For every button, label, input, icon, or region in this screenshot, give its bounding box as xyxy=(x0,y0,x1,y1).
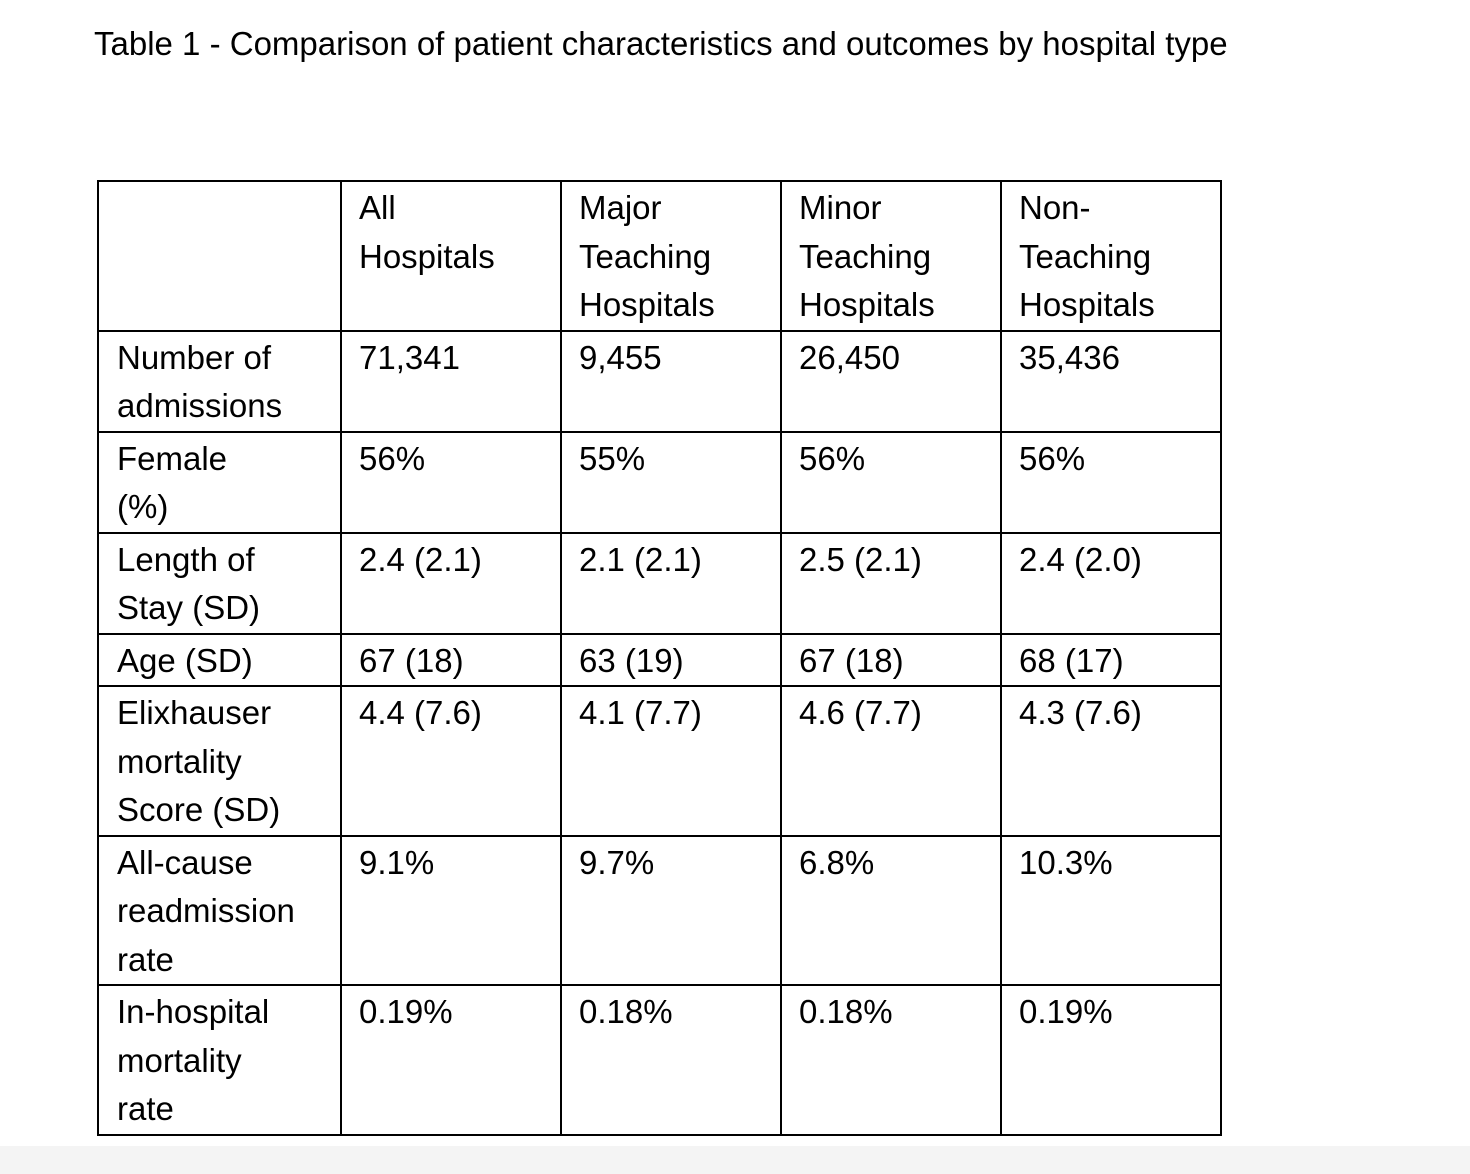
table-row-elixhauser: Elixhauser mortality Score (SD) 4.4 (7.6… xyxy=(97,685,1222,837)
table-row-age: Age (SD) 67 (18) 63 (19) 67 (18) 68 (17) xyxy=(97,632,1222,687)
table-cell: 56% xyxy=(1000,430,1222,534)
row-label-line: mortality xyxy=(117,742,242,780)
row-label-line: Elixhauser xyxy=(117,694,272,731)
header-cell-non-teaching: Non- Teaching Hospitals xyxy=(1000,180,1222,332)
header-cell-all-hospitals: All Hospitals xyxy=(340,180,562,332)
table-cell: 56% xyxy=(780,430,1002,534)
row-label-line: Length of xyxy=(117,540,255,578)
table-row-in-hospital-mortality: In-hospital mortality rate 0.19% 0.18% 0… xyxy=(97,984,1222,1136)
table-cell: 2.4 (2.1) xyxy=(340,531,562,635)
row-label: Elixhauser mortality Score (SD) xyxy=(97,685,342,837)
table-cell: 0.19% xyxy=(340,984,562,1136)
header-cell-minor-teaching: Minor Teaching Hospitals xyxy=(780,180,1002,332)
table-row-female: Female (%) 56% 55% 56% 56% xyxy=(97,430,1222,534)
table-cell: 0.18% xyxy=(560,984,782,1136)
table-row-readmission: All-cause readmission rate 9.1% 9.7% 6.8… xyxy=(97,834,1222,986)
page-bottom-edge xyxy=(0,1146,1470,1174)
row-label: Age (SD) xyxy=(97,632,342,687)
table-cell: 2.5 (2.1) xyxy=(780,531,1002,635)
header-line: Hospitals xyxy=(1019,286,1155,323)
table-cell: 4.1 (7.7) xyxy=(560,685,782,837)
table-cell: 9.1% xyxy=(340,834,562,986)
table-cell: 63 (19) xyxy=(560,632,782,687)
row-label: In-hospital mortality rate xyxy=(97,984,342,1136)
header-line: Hospitals xyxy=(579,286,715,323)
table-cell: 26,450 xyxy=(780,329,1002,433)
row-label: Length of Stay (SD) xyxy=(97,531,342,635)
table-cell: 55% xyxy=(560,430,782,534)
row-label: All-cause readmission rate xyxy=(97,834,342,986)
row-label-line: rate xyxy=(117,940,174,978)
table-cell: 56% xyxy=(340,430,562,534)
row-label-line: Score (SD) xyxy=(117,791,281,828)
row-label: Number of admissions xyxy=(97,329,342,433)
row-label-line: admissions xyxy=(117,387,283,424)
table-row-length-of-stay: Length of Stay (SD) 2.4 (2.1) 2.1 (2.1) … xyxy=(97,531,1222,635)
header-cell-empty xyxy=(97,180,342,332)
row-label-line: Age (SD) xyxy=(117,641,253,679)
header-cell-major-teaching: Major Teaching Hospitals xyxy=(560,180,782,332)
table-cell: 4.3 (7.6) xyxy=(1000,685,1222,837)
row-label-line: Stay (SD) xyxy=(117,589,261,626)
table-cell: 71,341 xyxy=(340,329,562,433)
header-line: Hospitals xyxy=(359,237,495,275)
header-line: Teaching xyxy=(799,237,932,275)
table-cell: 0.19% xyxy=(1000,984,1222,1136)
table-cell: 2.1 (2.1) xyxy=(560,531,782,635)
table-cell: 6.8% xyxy=(780,834,1002,986)
table-cell: 9,455 xyxy=(560,329,782,433)
header-line: Hospitals xyxy=(799,286,935,323)
row-label-line: (%) xyxy=(117,488,169,525)
row-label-line: rate xyxy=(117,1090,174,1127)
header-line: Non- xyxy=(1019,189,1091,226)
row-label-line: readmission xyxy=(117,892,295,929)
header-line: Major xyxy=(579,189,662,226)
table-cell: 10.3% xyxy=(1000,834,1222,986)
row-label-line: Number of xyxy=(117,338,272,376)
header-line: Teaching xyxy=(579,237,712,275)
table-row-number-of-admissions: Number of admissions 71,341 9,455 26,450… xyxy=(97,329,1222,433)
table-cell: 35,436 xyxy=(1000,329,1222,433)
row-label-line: mortality xyxy=(117,1041,242,1079)
header-line: Teaching xyxy=(1019,237,1152,275)
table-cell: 2.4 (2.0) xyxy=(1000,531,1222,635)
table-cell: 9.7% xyxy=(560,834,782,986)
row-label: Female (%) xyxy=(97,430,342,534)
table-cell: 0.18% xyxy=(780,984,1002,1136)
table-cell: 67 (18) xyxy=(340,632,562,687)
table-cell: 68 (17) xyxy=(1000,632,1222,687)
row-label-line: In-hospital xyxy=(117,993,270,1030)
header-row: All Hospitals Major Teaching Hospitals M… xyxy=(97,180,1222,332)
table-cell: 4.6 (7.7) xyxy=(780,685,1002,837)
header-line: Minor xyxy=(799,189,882,226)
table-cell: 4.4 (7.6) xyxy=(340,685,562,837)
row-label-line: All-cause xyxy=(117,843,253,881)
comparison-table: All Hospitals Major Teaching Hospitals M… xyxy=(97,180,1222,1136)
table-cell: 67 (18) xyxy=(780,632,1002,687)
page-title: Table 1 - Comparison of patient characte… xyxy=(94,25,1228,62)
row-label-line: Female xyxy=(117,439,228,477)
header-line: All xyxy=(359,189,396,226)
